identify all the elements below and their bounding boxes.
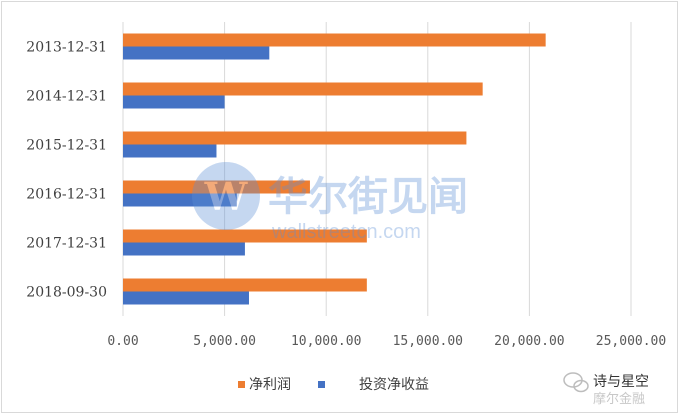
- legend-label-net-profit: 净利润: [249, 377, 291, 393]
- legend: 净利润 投资净收益: [238, 377, 429, 393]
- bar-investment-income: [123, 95, 225, 109]
- gridlines: [122, 22, 632, 316]
- corner-watermark-line1: 诗与星空: [593, 373, 649, 389]
- bar-net-profit: [123, 131, 467, 145]
- watermark-sub-text: wallstreetcn.com: [271, 221, 421, 243]
- category-label: 2018-09-30: [26, 285, 107, 301]
- category-label: 2016-12-31: [26, 187, 107, 203]
- x-tick-label: 5,000.00: [193, 334, 256, 349]
- corner-watermark: 诗与星空 摩尔金融: [563, 372, 649, 406]
- watermark-main-text: 华尔街见闻: [268, 173, 468, 220]
- bar-net-profit: [123, 33, 546, 47]
- bars: [123, 33, 546, 305]
- corner-watermark-line2: 摩尔金融: [593, 391, 645, 406]
- wechat-icon: [563, 372, 589, 393]
- bar-net-profit: [123, 82, 483, 96]
- watermark: W 华尔街见闻 wallstreetcn.com: [192, 162, 468, 243]
- bar-investment-income: [123, 46, 270, 60]
- bar-net-profit: [123, 229, 367, 243]
- watermark-logo-icon: [192, 162, 260, 230]
- x-tick-label: 25,000.00: [596, 334, 666, 349]
- bar-net-profit: [123, 180, 310, 194]
- x-tick-label: 10,000.00: [291, 334, 361, 349]
- x-tick-label: 15,000.00: [393, 334, 463, 349]
- watermark-logo-letter: W: [204, 174, 249, 219]
- category-labels: 2013-12-31 2014-12-31 2015-12-31 2016-12-31…: [26, 40, 107, 301]
- bar-net-profit: [123, 278, 367, 292]
- bar-investment-income: [123, 144, 217, 158]
- bar-investment-income: [123, 291, 249, 305]
- legend-swatch-net-profit: [238, 381, 245, 388]
- legend-swatch-investment-income: [318, 381, 325, 388]
- legend-label-investment-income: 投资净收益: [359, 377, 429, 393]
- category-label: 2015-12-31: [26, 138, 107, 154]
- bar-investment-income: [123, 193, 237, 207]
- x-tick-label: 20,000.00: [494, 334, 564, 349]
- category-label: 2017-12-31: [26, 236, 107, 252]
- category-label: 2013-12-31: [26, 40, 107, 56]
- x-tick-labels: 0.00 5,000.00 10,000.00 15,000.00 20,000.00 2…: [107, 334, 666, 349]
- x-tick-label: 0.00: [107, 334, 138, 349]
- bar-investment-income: [123, 242, 245, 256]
- category-label: 2014-12-31: [26, 89, 107, 105]
